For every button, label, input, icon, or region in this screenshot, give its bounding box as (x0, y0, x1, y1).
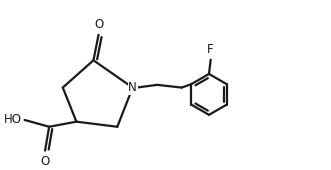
Text: O: O (94, 18, 103, 31)
Text: HO: HO (4, 113, 22, 126)
Text: F: F (207, 43, 214, 56)
Text: O: O (40, 155, 50, 168)
Text: N: N (128, 81, 137, 94)
